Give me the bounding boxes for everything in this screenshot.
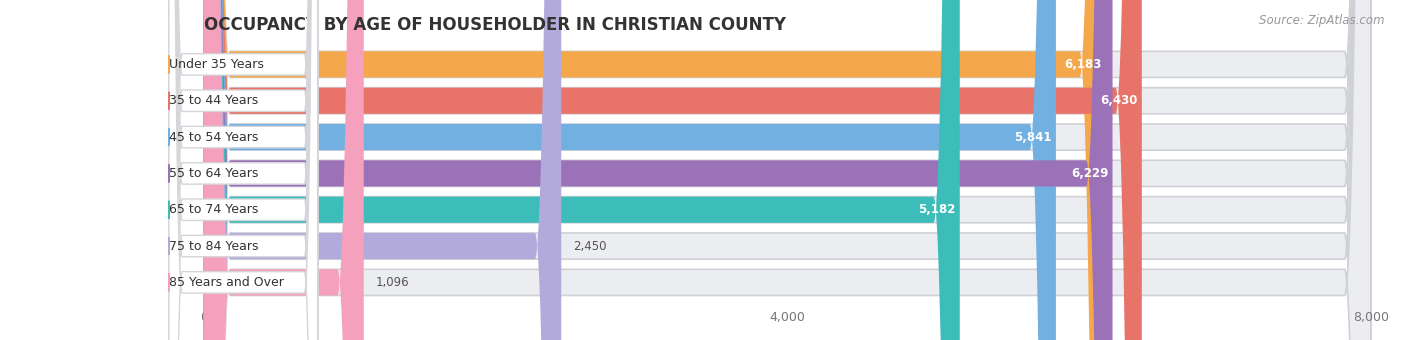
FancyBboxPatch shape bbox=[169, 0, 318, 340]
Text: 2,450: 2,450 bbox=[572, 240, 606, 253]
FancyBboxPatch shape bbox=[204, 0, 1371, 340]
Text: 45 to 54 Years: 45 to 54 Years bbox=[169, 131, 259, 143]
FancyBboxPatch shape bbox=[204, 0, 960, 340]
FancyBboxPatch shape bbox=[169, 0, 318, 340]
FancyBboxPatch shape bbox=[204, 0, 1371, 340]
FancyBboxPatch shape bbox=[169, 0, 318, 340]
Text: 5,841: 5,841 bbox=[1014, 131, 1052, 143]
FancyBboxPatch shape bbox=[169, 0, 318, 340]
FancyBboxPatch shape bbox=[204, 0, 1371, 340]
Text: 35 to 44 Years: 35 to 44 Years bbox=[169, 94, 259, 107]
FancyBboxPatch shape bbox=[169, 0, 318, 340]
Text: 85 Years and Over: 85 Years and Over bbox=[169, 276, 284, 289]
Text: 55 to 64 Years: 55 to 64 Years bbox=[169, 167, 259, 180]
FancyBboxPatch shape bbox=[204, 0, 1371, 340]
FancyBboxPatch shape bbox=[204, 0, 1056, 340]
FancyBboxPatch shape bbox=[169, 0, 318, 340]
Text: 6,183: 6,183 bbox=[1064, 58, 1101, 71]
FancyBboxPatch shape bbox=[204, 0, 364, 340]
Text: 5,182: 5,182 bbox=[918, 203, 956, 216]
FancyBboxPatch shape bbox=[204, 0, 1105, 340]
FancyBboxPatch shape bbox=[204, 0, 1112, 340]
FancyBboxPatch shape bbox=[204, 0, 1371, 340]
Text: 1,096: 1,096 bbox=[375, 276, 409, 289]
Text: Source: ZipAtlas.com: Source: ZipAtlas.com bbox=[1260, 14, 1385, 27]
FancyBboxPatch shape bbox=[204, 0, 1142, 340]
Text: 75 to 84 Years: 75 to 84 Years bbox=[169, 240, 259, 253]
Text: Under 35 Years: Under 35 Years bbox=[169, 58, 264, 71]
Text: OCCUPANCY BY AGE OF HOUSEHOLDER IN CHRISTIAN COUNTY: OCCUPANCY BY AGE OF HOUSEHOLDER IN CHRIS… bbox=[204, 16, 786, 34]
FancyBboxPatch shape bbox=[169, 0, 318, 340]
Text: 65 to 74 Years: 65 to 74 Years bbox=[169, 203, 259, 216]
FancyBboxPatch shape bbox=[204, 0, 561, 340]
Text: 6,229: 6,229 bbox=[1071, 167, 1108, 180]
FancyBboxPatch shape bbox=[204, 0, 1371, 340]
Text: 6,430: 6,430 bbox=[1099, 94, 1137, 107]
FancyBboxPatch shape bbox=[204, 0, 1371, 340]
